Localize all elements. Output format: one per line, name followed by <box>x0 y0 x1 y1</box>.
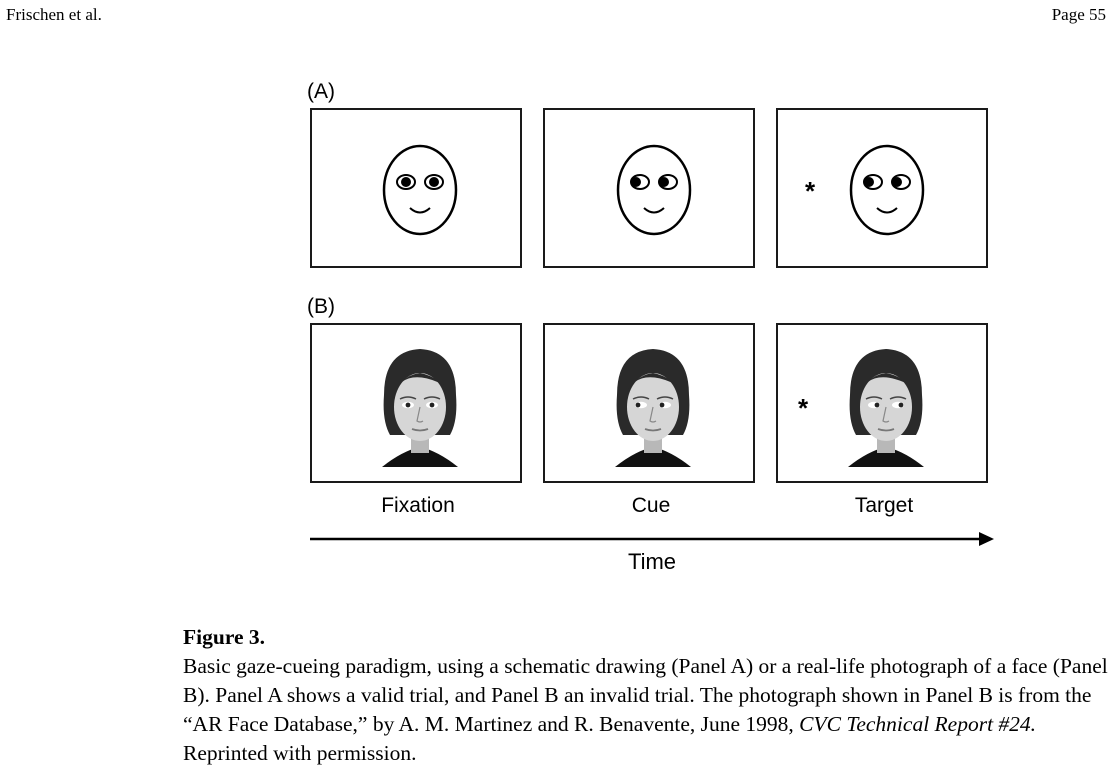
time-axis-label: Time <box>627 549 677 574</box>
caption-italic-citation: CVC Technical Report #24. <box>799 712 1037 736</box>
panel-a-target-frame: * <box>776 108 988 268</box>
figure-caption: Figure 3. Basic gaze-cueing paradigm, usi… <box>183 623 1108 768</box>
column-label-target: Target <box>854 494 914 517</box>
face-photo-gaze-left <box>615 349 691 467</box>
caption-text-part2: Reprinted with permission. <box>183 741 417 765</box>
column-label-fixation: Fixation <box>381 494 455 517</box>
caption-text-part1: Basic gaze-cueing paradigm, using a sche… <box>183 654 1108 736</box>
face-photo-forward <box>382 349 458 467</box>
schematic-face-gaze-left-with-target: * <box>805 144 925 236</box>
running-head: Frischen et al. <box>6 5 102 24</box>
panel-a-cue-frame <box>543 108 755 268</box>
panel-a-label: (A) <box>307 80 335 103</box>
target-asterisk: * <box>805 176 816 206</box>
schematic-face-gaze-left <box>616 144 692 236</box>
panel-b-cue-frame <box>543 323 755 483</box>
target-asterisk: * <box>798 393 809 423</box>
panel-b-target-frame: * <box>776 323 988 483</box>
panel-b-label: (B) <box>307 295 335 318</box>
panel-a-fixation-frame <box>310 108 522 268</box>
column-label-cue: Cue <box>631 494 671 517</box>
panel-b-fixation-frame <box>310 323 522 483</box>
caption-title: Figure 3. <box>183 625 266 649</box>
page-number: Page 55 <box>1051 5 1106 24</box>
time-arrow <box>310 532 994 546</box>
face-photo-gaze-right-with-target: * <box>798 349 924 467</box>
schematic-face-forward <box>382 144 458 236</box>
